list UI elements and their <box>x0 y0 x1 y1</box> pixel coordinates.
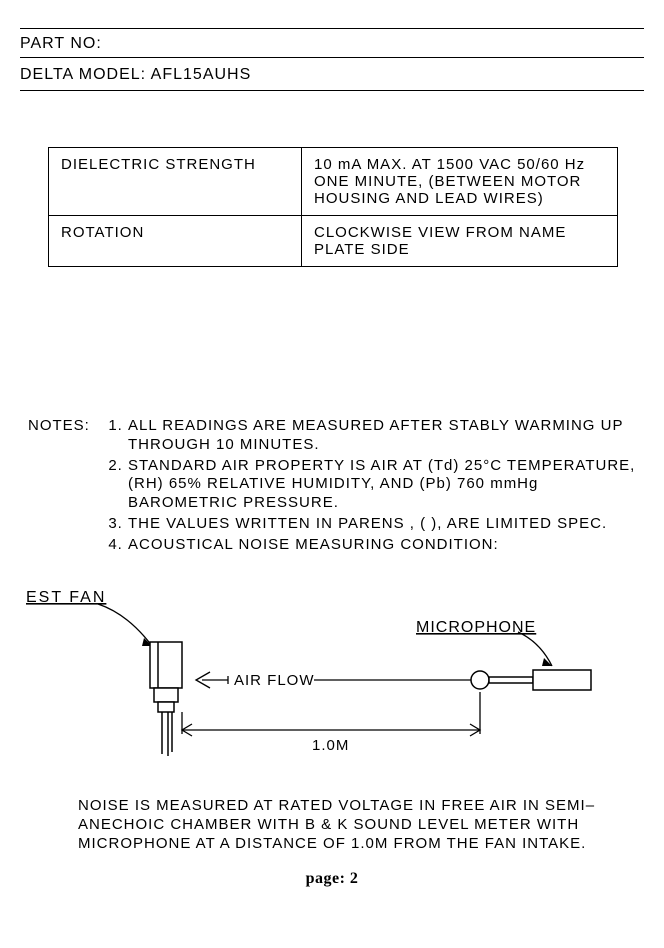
fan-icon <box>150 642 182 756</box>
notes-block: NOTES: ALL READINGS ARE MEASURED AFTER S… <box>20 417 644 556</box>
air-flow-label: AIR FLOW <box>234 672 315 689</box>
note-item: ALL READINGS ARE MEASURED AFTER STABLY W… <box>128 417 644 455</box>
part-no-label: PART NO: <box>20 29 644 57</box>
delta-model-row: DELTA MODEL: AFL15AUHS <box>20 58 644 90</box>
table-row: ROTATION CLOCKWISE VIEW FROM NAME PLATE … <box>49 216 618 267</box>
dimension-line <box>182 692 480 736</box>
page-number: page: 2 <box>20 870 644 888</box>
note-item: ACOUSTICAL NOISE MEASURING CONDITION: <box>128 536 644 555</box>
notes-list: ALL READINGS ARE MEASURED AFTER STABLY W… <box>106 417 644 556</box>
air-flow-arrow-icon <box>196 672 228 688</box>
table-row: DIELECTRIC STRENGTH 10 mA MAX. AT 1500 V… <box>49 148 618 216</box>
spec-table: DIELECTRIC STRENGTH 10 mA MAX. AT 1500 V… <box>48 147 618 267</box>
acoustic-diagram: EST FAN AIR FLOW <box>20 584 644 779</box>
est-fan-label: EST FAN <box>26 589 106 606</box>
noise-measurement-text: NOISE IS MEASURED AT RATED VOLTAGE IN FR… <box>78 797 644 853</box>
spec-value: 10 mA MAX. AT 1500 VAC 50/60 Hz ONE MINU… <box>302 148 618 216</box>
spec-label: ROTATION <box>49 216 302 267</box>
distance-label: 1.0M <box>312 737 349 754</box>
note-item: THE VALUES WRITTEN IN PARENS , ( ), ARE … <box>128 515 644 534</box>
spec-value: CLOCKWISE VIEW FROM NAME PLATE SIDE <box>302 216 618 267</box>
notes-heading: NOTES: <box>20 417 106 556</box>
model-value: AFL15AUHS <box>151 66 252 83</box>
note-item: STANDARD AIR PROPERTY IS AIR AT (Td) 25°… <box>128 457 644 513</box>
model-label: DELTA MODEL: <box>20 66 146 83</box>
spec-label: DIELECTRIC STRENGTH <box>49 148 302 216</box>
microphone-icon <box>471 670 591 690</box>
microphone-label: MICROPHONE <box>416 619 536 636</box>
